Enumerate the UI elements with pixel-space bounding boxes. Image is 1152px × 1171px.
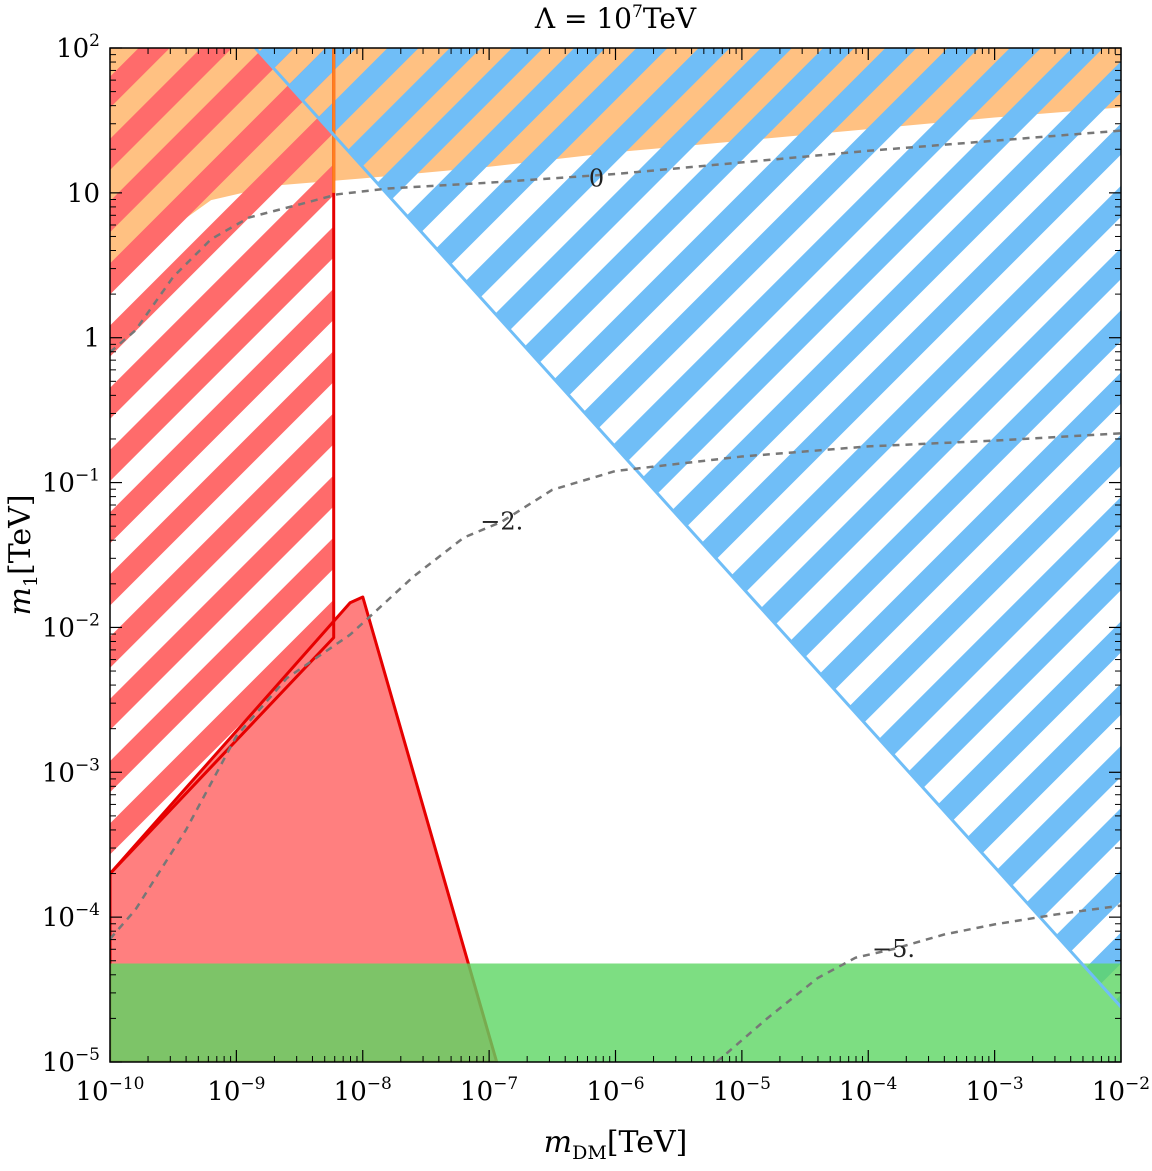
x-tick-label: 10−5 xyxy=(713,1074,771,1107)
y-tick-label: 10−1 xyxy=(42,466,100,499)
contour-label: −5. xyxy=(872,935,915,963)
x-tick-label: 10−8 xyxy=(334,1074,392,1107)
contours-layer xyxy=(110,129,1121,1062)
boundary-lines-layer xyxy=(110,48,1121,1009)
y-tick-label: 102 xyxy=(56,31,100,64)
x-axis-title: mDM[TeV] xyxy=(544,1125,688,1164)
chart-title: Λ = 107TeV xyxy=(534,2,697,35)
x-tick-label: 10−10 xyxy=(76,1074,145,1107)
y-tick-label: 10 xyxy=(67,179,100,209)
ticks-layer xyxy=(109,47,1122,1063)
y-tick-label: 10−3 xyxy=(42,755,100,788)
y-tick-label: 10−4 xyxy=(42,900,100,933)
contour-label: 0 xyxy=(589,164,604,192)
y-tick-label: 1 xyxy=(83,324,100,354)
regions-layer xyxy=(110,48,1121,1062)
line-blue-diagonal xyxy=(254,48,1121,1009)
contour-line xyxy=(110,129,1121,354)
y-tick-label: 10−2 xyxy=(42,610,100,643)
x-tick-label: 10−6 xyxy=(586,1074,644,1107)
line-red-vertical xyxy=(110,48,336,875)
x-tick-label: 10−9 xyxy=(207,1074,265,1107)
y-tick-label: 10−5 xyxy=(42,1045,100,1078)
labels-layer: 0 −2. −5. 10−10 10−9 10−8 10−7 10−6 10−5 10−4 10−3… xyxy=(3,2,1150,1164)
contour-label: −2. xyxy=(480,508,523,536)
contour-line xyxy=(715,904,1121,1062)
x-tick-label: 10−3 xyxy=(966,1074,1024,1107)
x-tick-label: 10−4 xyxy=(839,1074,897,1107)
x-tick-label: 10−7 xyxy=(460,1074,518,1107)
region-green-solid xyxy=(110,963,1121,1062)
y-axis-title: m1[TeV] xyxy=(3,494,42,615)
x-tick-label: 10−2 xyxy=(1092,1074,1150,1107)
region-red-hatched xyxy=(110,48,334,874)
region-red-solid xyxy=(110,595,499,1062)
